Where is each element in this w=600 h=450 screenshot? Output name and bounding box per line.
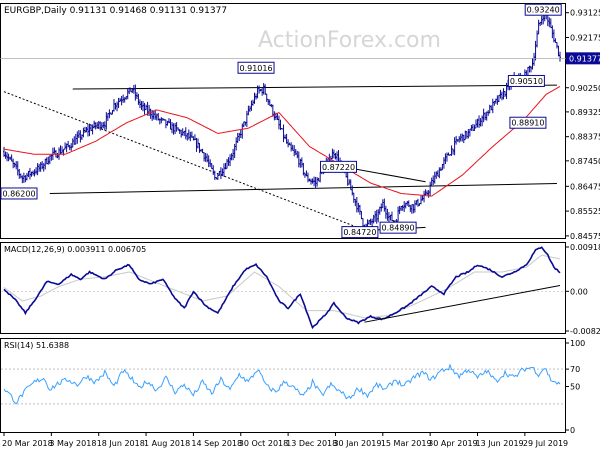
rsi-line — [3, 363, 561, 405]
macd-tick-label: -0.008225 — [570, 327, 600, 336]
level-label: 0.86200 — [2, 189, 35, 198]
x-tick-label: 15 Mar 2019 — [381, 439, 432, 448]
x-tick-label: 13 Dec 2018 — [286, 439, 337, 448]
moving-average-line — [3, 85, 561, 197]
x-tick-label: 14 Sep 2018 — [191, 439, 242, 448]
level-label: 0.84720 — [343, 228, 376, 237]
level-label-box — [524, 3, 562, 16]
macd-layer — [1, 246, 565, 330]
level-label: 0.90510 — [510, 77, 543, 86]
level-label: 0.87220 — [322, 163, 355, 172]
rsi-tick-label: 50 — [570, 383, 580, 392]
macd-tick-label: 0.00 — [570, 287, 588, 296]
level-label-box — [0, 187, 38, 200]
price-tick-label: 0.84575 — [570, 232, 600, 241]
level-label: 0.93240 — [527, 6, 560, 15]
price-tick-label: 0.93125 — [570, 9, 600, 18]
current-price-badge — [566, 52, 600, 65]
rsi-layer — [1, 363, 565, 405]
rsi-header: RSI(14) 51.6388 — [4, 341, 69, 350]
macd-signal-line — [3, 254, 561, 319]
rsi-tick-label: 70 — [570, 365, 580, 374]
price-panel-frame — [0, 3, 566, 239]
x-tick-label: 29 Jul 2019 — [523, 439, 568, 448]
price-tick-label: 0.86475 — [570, 182, 600, 191]
price-tick-label: 0.88375 — [570, 133, 600, 142]
macd-header: MACD(12,26,9) 0.003911 0.006705 — [4, 245, 146, 254]
watermark: ActionForex.com — [258, 28, 441, 53]
price-tick-label: 0.87450 — [570, 157, 600, 166]
axis-layer: 0.93125 0.92175 0.91377 0.90250 0.89325 0.883… — [2, 9, 600, 448]
x-tick-label: 3 May 2018 — [49, 439, 96, 448]
macd-line — [3, 246, 561, 330]
price-tick-label: 0.90250 — [570, 84, 600, 93]
macd-tick-label: 0.009181 — [570, 243, 600, 252]
macd-trendline — [364, 285, 561, 323]
x-tick-label: 30 Jan 2019 — [333, 439, 381, 448]
x-tick-label: 30 Apr 2019 — [428, 439, 477, 448]
level-label: 0.88910 — [511, 119, 544, 128]
symbol-header: EURGBP,Daily 0.91131 0.91468 0.91131 0.9… — [4, 6, 227, 16]
current-price-label: 0.91377 — [569, 54, 600, 63]
level-label-box — [509, 116, 547, 129]
price-tick-label: 0.89325 — [570, 108, 600, 117]
rsi-panel-frame — [0, 338, 566, 433]
rsi-tick-label: 0 — [570, 426, 575, 435]
x-tick-label: 13 Jun 2019 — [476, 439, 524, 448]
level-label-box — [379, 221, 417, 234]
level-label: 0.84890 — [382, 224, 415, 233]
x-tick-label: 20 Mar 2018 — [2, 439, 53, 448]
x-tick-label: 1 Aug 2018 — [144, 439, 190, 448]
rsi-tick-label: 100 — [570, 339, 585, 348]
level-label: 0.91016 — [239, 64, 272, 73]
trendline-descending-dotted — [3, 91, 365, 231]
x-tick-label: 18 Jun 2018 — [97, 439, 145, 448]
x-tick-label: 30 Oct 2018 — [239, 439, 288, 448]
level-label-box — [507, 74, 545, 87]
level-label-box — [237, 61, 275, 74]
level-label-box — [341, 226, 379, 239]
price-tick-label: 0.85525 — [570, 207, 600, 216]
price-layer: 0.93240 0.91016 0.90510 0.88910 0.87220 0.862… — [0, 3, 566, 239]
macd-panel-frame — [0, 242, 566, 334]
trendline-lower-support — [49, 183, 557, 194]
price-tick-label: 0.92175 — [570, 34, 600, 43]
trendline-top-horizontal — [72, 84, 557, 90]
level-label-box — [320, 160, 358, 173]
